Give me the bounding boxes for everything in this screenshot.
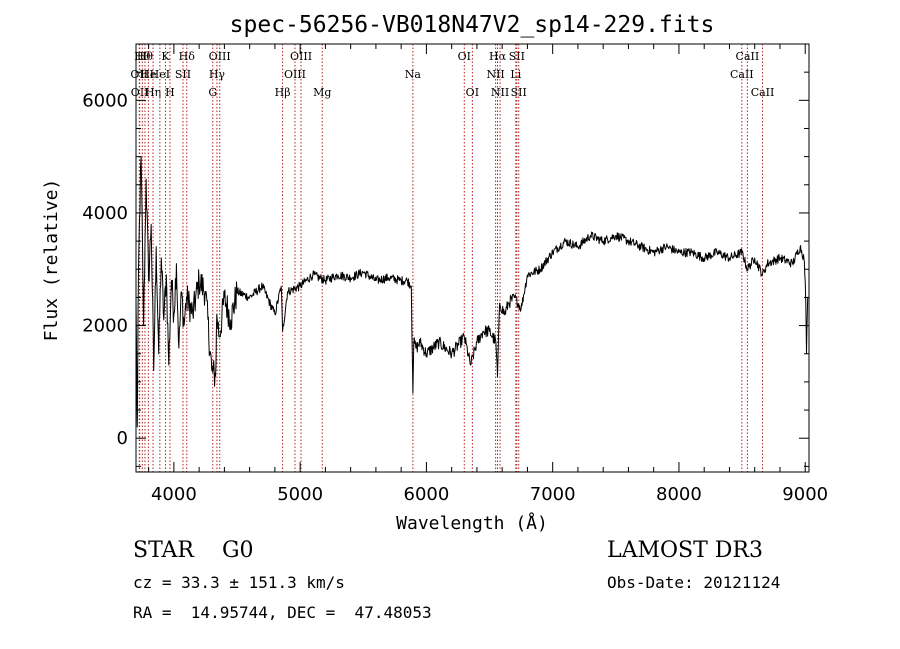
- line-marker-label: SII: [509, 50, 525, 63]
- redshift-readout: cz = 33.3 ± 151.3 km/s: [133, 573, 345, 592]
- line-marker-label: OII: [131, 86, 149, 99]
- line-markers: OIIOIIHθHθHeHηHeIKHSIIHδGHγOIIIHβOIIIOII…: [130, 44, 774, 472]
- line-marker-label: OI: [466, 86, 479, 99]
- x-tick-label: 8000: [656, 484, 702, 505]
- line-marker-label: OIII: [284, 68, 306, 81]
- y-tick-label: 2000: [82, 316, 128, 337]
- x-axis-label: Wavelength (Å): [396, 512, 548, 534]
- line-marker-label: CaII: [736, 50, 760, 63]
- line-marker-label: Hγ: [209, 68, 226, 81]
- plot-frame: [135, 43, 810, 473]
- line-marker-label: CaII: [730, 68, 754, 81]
- line-marker-label: OI: [458, 50, 471, 63]
- line-marker-label: K: [161, 50, 170, 63]
- line-marker-label: OIII: [290, 50, 312, 63]
- object-class: STAR G0: [133, 538, 254, 563]
- x-tick-label: 7000: [530, 484, 576, 505]
- y-tick-label: 6000: [82, 90, 128, 111]
- line-marker-label: Na: [405, 68, 422, 81]
- x-tick-label: 4000: [151, 484, 197, 505]
- x-tick-label: 5000: [277, 484, 323, 505]
- y-tick-label: 0: [117, 428, 128, 449]
- axis-ticks: 4000 5000 6000 7000 8000 9000 0 2000 4000 6000: [82, 43, 828, 505]
- line-marker-label: HeI: [150, 68, 170, 81]
- y-tick-label: 4000: [82, 203, 128, 224]
- line-marker-label: He: [140, 68, 156, 81]
- data-series: [135, 156, 809, 428]
- line-marker-label: Hβ: [275, 86, 291, 99]
- line-marker-label: H: [165, 86, 175, 99]
- obs-date: Obs-Date: 20121124: [607, 573, 781, 592]
- line-marker-label: Hη: [145, 86, 161, 99]
- series-line-spectrum: [135, 156, 809, 428]
- line-marker-label: Hδ: [179, 50, 196, 63]
- line-marker-label: Li: [510, 68, 521, 81]
- chart-title: spec-56256-VB018N47V2_sp14-229.fits: [230, 12, 715, 38]
- line-marker-label: Hθ: [134, 50, 151, 63]
- line-marker-label: CaII: [751, 86, 775, 99]
- x-tick-label: 9000: [782, 484, 828, 505]
- line-marker-label: Hα: [489, 50, 507, 63]
- line-marker-label: Mg: [313, 86, 331, 99]
- line-marker-label: SII: [175, 68, 191, 81]
- line-marker-label: NII: [491, 86, 509, 99]
- line-marker-label: OII: [130, 68, 148, 81]
- line-marker-label: SII: [511, 86, 527, 99]
- y-axis-label: Flux (relative): [41, 179, 62, 342]
- x-tick-label: 6000: [404, 484, 450, 505]
- survey-name: LAMOST DR3: [607, 538, 763, 563]
- line-marker-label: OIII: [209, 50, 231, 63]
- line-marker-label: G: [208, 86, 217, 99]
- line-marker-label: NII: [486, 68, 504, 81]
- line-marker-label: Hθ: [137, 50, 154, 63]
- coordinates: RA = 14.95744, DEC = 47.48053: [133, 603, 432, 622]
